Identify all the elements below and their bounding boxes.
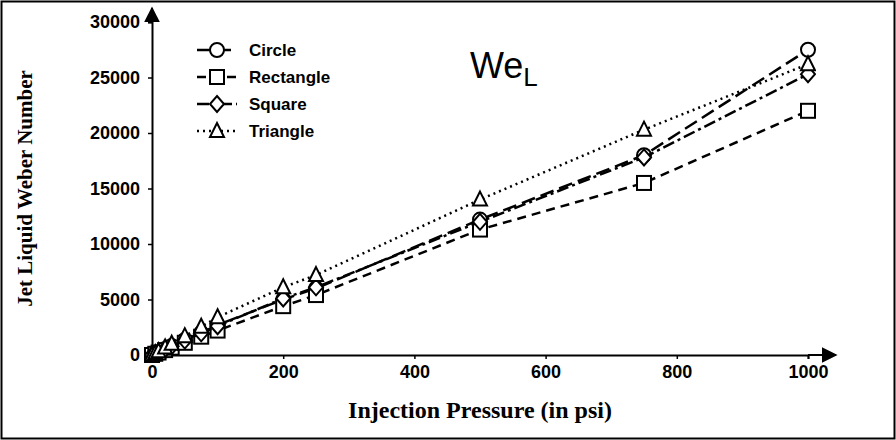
x-tick: 800 [662,355,692,382]
y-tick: 5000 [100,290,152,310]
title-main: We [470,45,523,86]
marker [194,319,208,333]
legend-marker [210,43,224,57]
legend-label: Triangle [249,122,314,141]
x-tick-mark [545,355,547,359]
legend-label: Rectangle [249,68,330,87]
series-line [152,111,808,355]
x-axis-title: Injection Pressure (in psi) [348,397,612,423]
marker [178,328,192,342]
y-tick-label: 10000 [90,234,140,254]
y-tick-mark [148,244,152,246]
marker [309,267,323,281]
frame [2,2,895,439]
x-tick-label: 800 [662,362,692,382]
y-tick-label: 5000 [100,290,140,310]
series-line [152,74,808,355]
x-axis-arrow [808,354,836,356]
x-tick-label: 0 [147,362,157,382]
marker [637,176,651,190]
series-line [152,50,808,355]
marker [637,122,651,136]
y-tick-label: 0 [130,345,140,365]
y-tick: 15000 [90,179,152,199]
x-axis-line [153,356,809,360]
series-group [145,43,815,363]
legend-marker [210,70,224,84]
marker [473,192,487,206]
y-tick: 25000 [90,68,152,88]
marker [801,104,815,118]
title-subscript: L [523,62,537,92]
series-line [152,64,808,355]
x-tick-label: 600 [531,362,561,382]
legend-marker [210,123,224,137]
y-axis-line [148,23,153,356]
x-tick: 1000 [788,355,828,382]
x-tick: 400 [400,355,430,382]
x-tick-label: 1000 [788,362,828,382]
x-tick: 200 [269,355,299,382]
y-tick-mark [148,299,152,301]
title: WeL [470,45,538,92]
y-tick: 30000 [90,12,152,32]
y-tick-label: 15000 [90,179,140,199]
legend: Circle Rectangle Square Triangle [197,41,330,141]
y-tick-mark [148,188,152,190]
marker [211,309,225,323]
marker [801,56,815,70]
x-axis: 0 200 400 600 800 1000 [147,355,828,382]
y-tick: 10000 [90,234,152,254]
x-tick-label: 200 [269,362,299,382]
x-tick-mark [283,355,285,359]
y-tick-label: 25000 [90,68,140,88]
marker [276,279,290,293]
y-tick-mark [148,77,152,79]
marker [637,149,651,165]
y-axis: 0 5000 10000 15000 20000 25000 30000 [90,12,153,365]
legend-label: Square [249,95,307,114]
x-tick-label: 400 [400,362,430,382]
x-tick-mark [677,355,679,359]
legend-marker [210,96,224,112]
x-tick-mark [414,355,416,359]
y-tick-mark [148,133,152,135]
x-tick: 600 [531,355,561,382]
plot: 0200400600800100005000100001500020000250… [90,8,836,382]
y-tick: 20000 [90,123,152,143]
y-tick-label: 30000 [90,12,140,32]
y-axis-arrow [151,8,153,22]
y-axis-title: Jet Liquid Weber Number [13,70,37,307]
y-tick-label: 20000 [90,123,140,143]
chart: 0200400600800100005000100001500020000250… [0,0,896,440]
legend-label: Circle [249,41,296,60]
marker [473,214,487,230]
